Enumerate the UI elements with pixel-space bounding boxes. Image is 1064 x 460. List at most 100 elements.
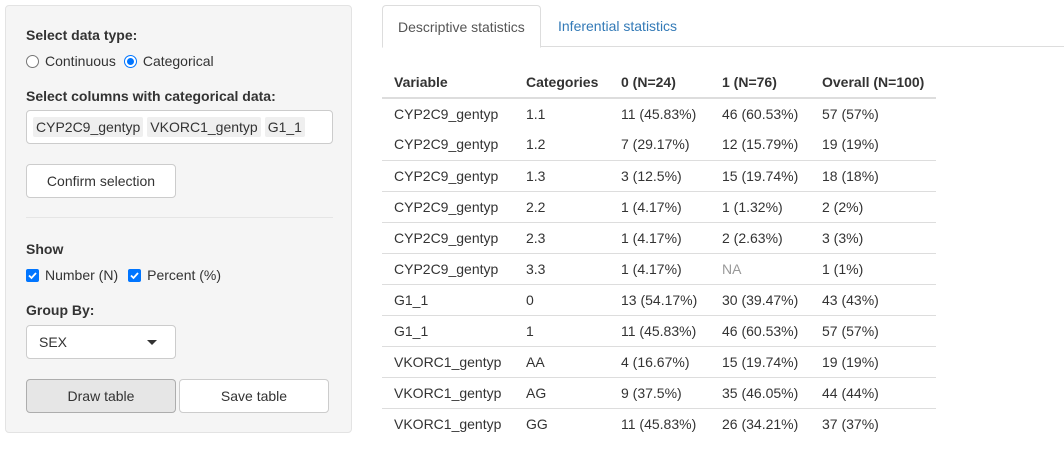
table-row: CYP2C9_gentyp 2.3 1 (4.17%) 2 (2.63%) 3 … xyxy=(382,221,936,253)
table-cell: 1 (1%) xyxy=(810,252,936,284)
group-by-value: SEX xyxy=(39,334,68,350)
table-row: CYP2C9_gentyp 3.3 1 (4.17%) NA 1 (1%) xyxy=(382,252,936,284)
table-cell: VKORC1_gentyp xyxy=(382,407,514,439)
sidebar-panel: Select data type: Continuous Categorical… xyxy=(5,5,352,433)
radio-continuous-label: Continuous xyxy=(45,53,116,69)
table-cell: VKORC1_gentyp xyxy=(382,376,514,408)
table-cell: 11 (45.83%) xyxy=(609,314,710,346)
draw-table-button[interactable]: Draw table xyxy=(26,379,176,413)
table-cell: 46 (60.53%) xyxy=(710,97,810,129)
table-cell: CYP2C9_gentyp xyxy=(382,190,514,222)
column-chip[interactable]: CYP2C9_gentyp xyxy=(33,117,144,137)
table-cell: CYP2C9_gentyp xyxy=(394,136,499,153)
radio-continuous-icon[interactable] xyxy=(26,54,39,68)
table-cell: 30 (39.47%) xyxy=(710,283,810,315)
table-cell: VKORC1_gentyp xyxy=(382,345,514,377)
table-row: VKORC1_gentyp GG 11 (45.83%) 26 (34.21%)… xyxy=(382,407,936,439)
table-cell: 46 (60.53%) xyxy=(710,314,810,346)
table-cell: 44 (44%) xyxy=(810,376,936,408)
table-cell: 2.3 xyxy=(514,221,609,253)
column-header: Variable xyxy=(382,66,514,99)
table-row: CYP2C9_gentyp 2.2 1 (4.17%) 1 (1.32%) 2 … xyxy=(382,190,936,222)
table-cell: 2 (2%) xyxy=(810,190,936,222)
table-cell: CYP2C9_gentyp xyxy=(382,221,514,253)
table-row: CYP2C9_gentyp 1.1 11 (45.83%) 46 (60.53%… xyxy=(382,97,936,129)
table-cell: 2.2 xyxy=(514,190,609,222)
group-by-select[interactable]: SEX xyxy=(26,325,176,359)
table-row: VKORC1_gentyp AA 4 (16.67%) 15 (19.74%) … xyxy=(382,345,936,377)
show-checkbox-group: Number (N) Percent (%) xyxy=(26,265,229,285)
table-cell: 13 (54.17%) xyxy=(609,283,710,315)
checkbox-percent[interactable]: Percent (%) xyxy=(128,267,221,283)
group-by-label: Group By: xyxy=(26,302,95,318)
radio-categorical-label: Categorical xyxy=(142,53,214,69)
column-header: 0 (N=24) xyxy=(609,66,710,99)
table-cell: 19 (19%) xyxy=(822,136,879,153)
checkbox-number[interactable]: Number (N) xyxy=(26,267,118,283)
table-cell: 19 (19%) xyxy=(810,345,936,377)
table-cell: 43 (43%) xyxy=(810,283,936,315)
table-cell: 1.3 xyxy=(514,159,609,191)
tab-inferential-statistics[interactable]: Inferential statistics xyxy=(558,18,678,34)
table-cell: 57 (57%) xyxy=(810,314,936,346)
table-cell: 3 (12.5%) xyxy=(609,159,710,191)
radio-continuous[interactable]: Continuous xyxy=(26,53,116,69)
table-row: CYP2C9_gentyp 1.2 7 (29.17%) 12 (15.79%)… xyxy=(382,129,936,160)
table-cell: 1 (4.17%) xyxy=(609,190,710,222)
tab-descriptive-statistics[interactable]: Descriptive statistics xyxy=(382,5,541,48)
table-cell: AA xyxy=(514,345,609,377)
table-cell: 1.2 xyxy=(526,136,546,153)
table-row: G1_1 0 13 (54.17%) 30 (39.47%) 43 (43%) xyxy=(382,283,936,315)
table-cell: 12 (15.79%) xyxy=(722,136,799,153)
table-cell: 18 (18%) xyxy=(810,159,936,191)
table-cell: 9 (37.5%) xyxy=(609,376,710,408)
table-cell: 3 (3%) xyxy=(810,221,936,253)
table-row: VKORC1_gentyp AG 9 (37.5%) 35 (46.05%) 4… xyxy=(382,376,936,408)
checkbox-number-icon[interactable] xyxy=(26,268,39,282)
table-cell: 11 (45.83%) xyxy=(609,97,710,129)
column-header: Overall (N=100) xyxy=(810,66,936,99)
columns-label: Select columns with categorical data: xyxy=(26,88,276,104)
table-row: G1_1 1 11 (45.83%) 46 (60.53%) 57 (57%) xyxy=(382,314,936,346)
table-header-row: Variable Categories 0 (N=24) 1 (N=76) Ov… xyxy=(382,66,936,99)
checkbox-percent-label: Percent (%) xyxy=(147,267,222,283)
radio-categorical-icon[interactable] xyxy=(123,54,137,68)
table-cell: 1 (4.17%) xyxy=(609,221,710,253)
table-cell: 7 (29.17%) xyxy=(621,136,690,153)
table-cell: 2 (2.63%) xyxy=(710,221,810,253)
table-cell: AG xyxy=(514,376,609,408)
checkbox-percent-icon[interactable] xyxy=(128,268,142,282)
table-cell: 1 (4.17%) xyxy=(609,252,710,284)
descriptive-stats-table: Variable Categories 0 (N=24) 1 (N=76) Ov… xyxy=(382,66,936,439)
table-cell: 1 (1.32%) xyxy=(710,190,810,222)
table-cell: 11 (45.83%) xyxy=(609,407,710,439)
data-type-label: Select data type: xyxy=(26,27,138,43)
table-cell: G1_1 xyxy=(382,314,514,346)
column-chip[interactable]: VKORC1_gentyp xyxy=(147,117,261,137)
na-cell: NA xyxy=(710,252,810,284)
table-cell: 15 (19.74%) xyxy=(710,345,810,377)
table-cell: GG xyxy=(514,407,609,439)
show-label: Show xyxy=(26,241,64,257)
table-cell: 26 (34.21%) xyxy=(710,407,810,439)
checkbox-number-label: Number (N) xyxy=(45,267,119,283)
table-cell: 1.1 xyxy=(514,97,609,129)
table-cell: G1_1 xyxy=(382,283,514,315)
columns-multiselect[interactable]: CYP2C9_gentyp VKORC1_gentyp G1_1 xyxy=(26,110,333,144)
data-type-radio-group: Continuous Categorical xyxy=(26,51,222,71)
column-chip[interactable]: G1_1 xyxy=(264,117,305,137)
table-cell: CYP2C9_gentyp xyxy=(382,252,514,284)
table-cell: 15 (19.74%) xyxy=(710,159,810,191)
confirm-selection-button[interactable]: Confirm selection xyxy=(26,164,176,198)
radio-categorical[interactable]: Categorical xyxy=(123,53,214,69)
table-cell: CYP2C9_gentyp xyxy=(382,159,514,191)
table-cell: CYP2C9_gentyp xyxy=(382,97,514,129)
table-cell: 35 (46.05%) xyxy=(710,376,810,408)
table-cell: 37 (37%) xyxy=(810,407,936,439)
caret-down-icon xyxy=(147,340,157,345)
table-cell: 4 (16.67%) xyxy=(609,345,710,377)
column-header: Categories xyxy=(514,66,609,99)
table-cell: 1 xyxy=(514,314,609,346)
save-table-button[interactable]: Save table xyxy=(179,379,329,413)
table-cell: 0 xyxy=(514,283,609,315)
